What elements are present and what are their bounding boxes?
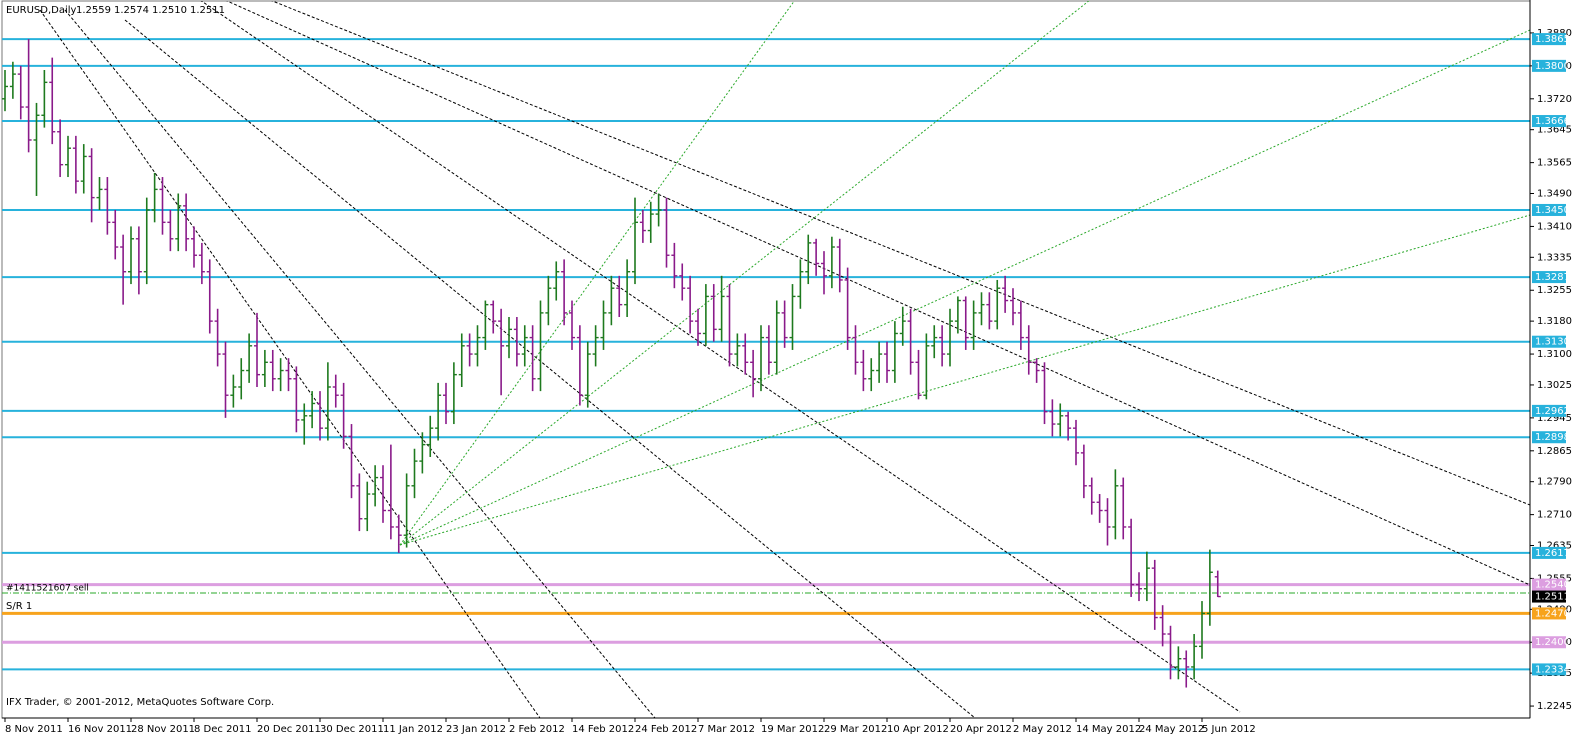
x-tick-label: 30 Dec 2011 <box>320 724 384 735</box>
bar-layer <box>2 39 1221 688</box>
trend-line <box>271 1 1530 506</box>
title-value: 1.2511 <box>190 5 225 16</box>
level-label-box <box>1532 33 1566 46</box>
level-label: 1.2470 <box>1535 608 1570 619</box>
level-label: 1.3287 <box>1535 272 1570 283</box>
y-tick-label: 1.3180 <box>1537 316 1572 327</box>
title-value: 1.2574 <box>114 5 149 16</box>
x-tick-label: 23 Jan 2012 <box>446 724 506 735</box>
y-tick-label: 1.3255 <box>1537 285 1572 296</box>
last-price-label: 1.2511 <box>1535 592 1570 603</box>
trend-line <box>124 19 976 718</box>
level-label: 1.2400 <box>1535 637 1570 648</box>
x-tick-label: 8 Nov 2011 <box>5 724 63 735</box>
y-tick-label: 1.3100 <box>1537 349 1572 360</box>
y-tick-label: 1.2945 <box>1537 413 1572 424</box>
last-price-box <box>1532 590 1566 603</box>
level-label-box <box>1532 431 1566 444</box>
axis-layer: 1.38801.38001.37201.36451.35651.34901.34… <box>2 0 1572 735</box>
x-tick-label: 10 Apr 2012 <box>887 724 949 735</box>
level-label: 1.2898 <box>1535 432 1570 443</box>
x-tick-label: 20 Dec 2011 <box>257 724 321 735</box>
order-label: #1411521607 sell <box>6 584 89 594</box>
level-label: 1.2617 <box>1535 548 1570 559</box>
x-tick-label: 16 Nov 2011 <box>68 724 132 735</box>
x-tick-label: 19 Mar 2012 <box>761 724 824 735</box>
x-tick-label: 14 May 2012 <box>1076 724 1141 735</box>
level-label-box <box>1532 115 1566 128</box>
level-label: 1.2334 <box>1535 664 1570 675</box>
level-label-box <box>1532 404 1566 417</box>
y-tick-label: 1.3490 <box>1537 188 1572 199</box>
y-tick-label: 1.3720 <box>1537 94 1572 105</box>
trend-line <box>39 9 541 718</box>
level-label: 1.3666 <box>1535 116 1570 127</box>
level-label-box <box>1532 636 1566 649</box>
y-tick-label: 1.3565 <box>1537 158 1572 169</box>
trend-line <box>226 1 1530 586</box>
y-tick-label: 1.3025 <box>1537 380 1572 391</box>
fan-line <box>399 1 795 546</box>
x-tick-label: 20 Apr 2012 <box>950 724 1012 735</box>
x-tick-label: 2 Feb 2012 <box>509 724 565 735</box>
x-tick-label: 28 Nov 2011 <box>131 724 195 735</box>
x-tick-label: 14 Feb 2012 <box>572 724 634 735</box>
x-tick-label: 29 Mar 2012 <box>824 724 887 735</box>
level-label: 1.3450 <box>1535 205 1570 216</box>
y-tick-label: 1.2635 <box>1537 540 1572 551</box>
level-label-box <box>1532 607 1566 620</box>
level-label-box <box>1532 546 1566 559</box>
sr-label: S/R 1 <box>6 601 32 612</box>
fan-line <box>399 1 1090 546</box>
fan-line <box>399 214 1530 546</box>
trendline-layer <box>2 1 1530 718</box>
footer: IFX Trader, © 2001-2012, MetaQuotes Soft… <box>6 697 274 708</box>
level-label: 1.3130 <box>1535 337 1570 348</box>
y-tick-label: 1.2710 <box>1537 510 1572 521</box>
title-value: 1.2510 <box>152 5 187 16</box>
chart-title: EURUSD,Daily <box>6 5 77 16</box>
level-label-box <box>1532 59 1566 72</box>
y-tick-label: 1.2790 <box>1537 477 1572 488</box>
x-tick-label: 8 Dec 2011 <box>194 724 252 735</box>
y-tick-label: 1.3335 <box>1537 252 1572 263</box>
y-tick-label: 1.3645 <box>1537 125 1572 136</box>
y-tick-label: 1.3410 <box>1537 221 1572 232</box>
trend-line <box>64 9 656 718</box>
x-tick-label: 11 Jan 2012 <box>383 724 443 735</box>
level-label-box <box>1532 663 1566 676</box>
level-label: 1.3865 <box>1535 34 1570 45</box>
level-label-box <box>1532 335 1566 348</box>
level-label: 1.2540 <box>1535 580 1570 591</box>
x-tick-label: 24 May 2012 <box>1139 724 1204 735</box>
x-tick-label: 5 Jun 2012 <box>1202 724 1256 735</box>
level-label-box <box>1532 271 1566 284</box>
x-tick-label: 7 Mar 2012 <box>698 724 755 735</box>
title-value: 1.2559 <box>76 5 111 16</box>
y-tick-label: 1.2245 <box>1537 701 1572 712</box>
level-label: 1.3800 <box>1535 61 1570 72</box>
level-label-box <box>1532 578 1566 591</box>
x-tick-label: 24 Feb 2012 <box>635 724 697 735</box>
y-tick-label: 1.2865 <box>1537 446 1572 457</box>
level-layer <box>2 38 1530 671</box>
fan-line <box>399 29 1530 546</box>
x-tick-label: 2 May 2012 <box>1013 724 1072 735</box>
plot-frame <box>1 0 1531 719</box>
level-label-box <box>1532 203 1566 216</box>
level-label: 1.2962 <box>1535 406 1570 417</box>
